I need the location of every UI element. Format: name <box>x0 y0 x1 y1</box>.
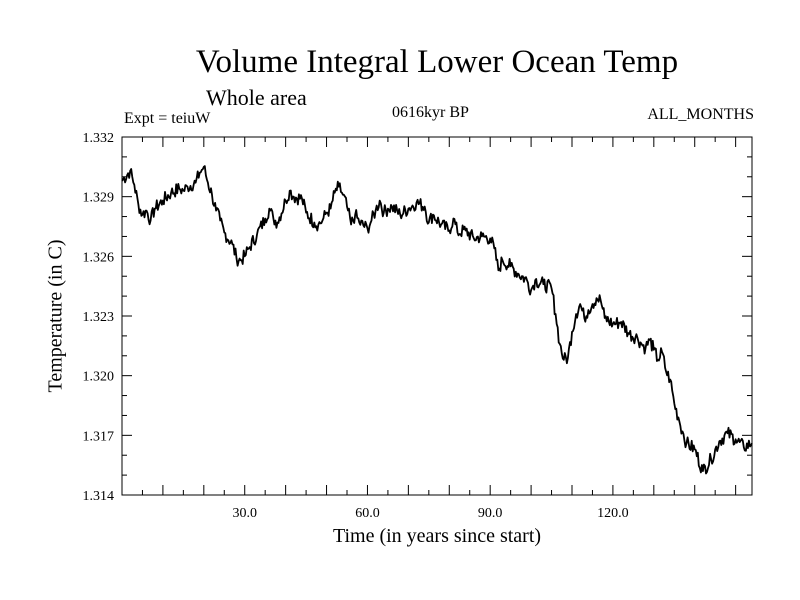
temperature-series-line <box>121 165 753 475</box>
y-tick-label: 1.326 <box>83 250 115 265</box>
tick-labels: 30.0 60.0 90.0 120.0 1.314 1.317 1.320 1.323 1.3… <box>83 131 629 521</box>
plot-frame <box>121 136 753 496</box>
months-label: ALL_MONTHS <box>647 106 754 123</box>
chart-title: Volume Integral Lower Ocean Temp <box>195 44 679 80</box>
y-tick-label: 1.329 <box>83 191 115 206</box>
x-tick-label: 90.0 <box>478 506 503 521</box>
y-tick-label: 1.320 <box>83 370 115 385</box>
axis-ticks <box>121 136 752 496</box>
chart-subtitle: Whole area <box>206 85 307 110</box>
experiment-label: Expt = teiuW <box>124 110 211 127</box>
y-tick-label: 1.332 <box>83 131 115 146</box>
period-label: 0616kyr BP <box>392 104 469 121</box>
x-tick-label: 30.0 <box>232 506 257 521</box>
x-axis-label: Time (in years since start) <box>332 525 542 547</box>
y-tick-label: 1.314 <box>83 489 115 504</box>
x-tick-label: 120.0 <box>597 506 629 521</box>
x-tick-label: 60.0 <box>355 506 380 521</box>
y-tick-label: 1.317 <box>83 429 115 444</box>
y-tick-label: 1.323 <box>83 310 115 325</box>
